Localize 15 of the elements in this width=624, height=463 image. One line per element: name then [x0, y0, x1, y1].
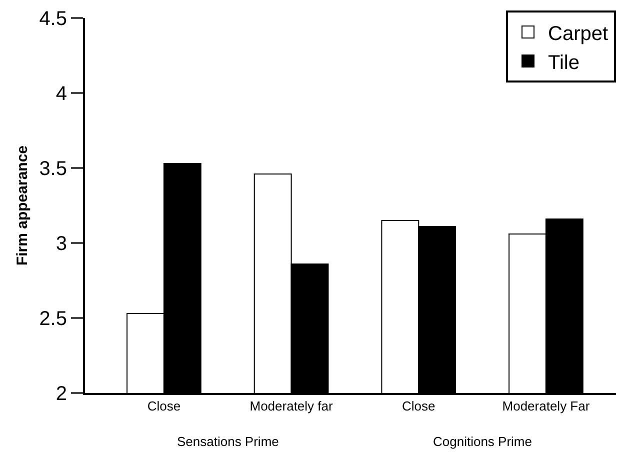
x-tick-label: Moderately far: [250, 398, 334, 414]
x-tick-label: Moderately Far: [502, 398, 590, 414]
y-tick-label: 3: [56, 233, 67, 255]
x-tick-label: Close: [402, 398, 436, 414]
y-axis-title: Firm appearance: [14, 145, 31, 266]
y-tick-label: 4: [56, 83, 67, 105]
x-tick-label: Close: [147, 398, 181, 414]
legend-label: Carpet: [548, 22, 608, 45]
y-tick-label: 4.5: [39, 8, 67, 30]
y-tick-label: 2: [56, 383, 67, 405]
legend-label: Tile: [548, 52, 580, 74]
text: Cognitions Prime: [433, 434, 532, 449]
y-tick-label: 2.5: [39, 308, 67, 330]
text: Sensations Prime: [177, 434, 279, 449]
y-tick-label: 3.5: [39, 158, 67, 180]
